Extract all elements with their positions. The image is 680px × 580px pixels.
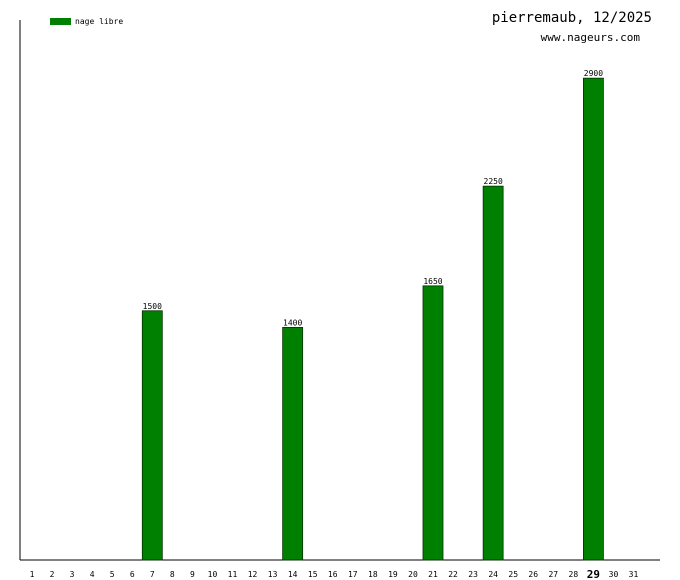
bar	[422, 285, 444, 561]
x-tick-label: 15	[308, 570, 318, 579]
x-tick-label: 30	[609, 570, 619, 579]
x-tick-label: 13	[268, 570, 278, 579]
bar	[583, 77, 604, 561]
x-tick-label: 28	[569, 570, 579, 579]
x-tick-label: 26	[528, 570, 538, 579]
bar-value-label: 1400	[283, 318, 302, 327]
bars-layer: 1500 1400 1650 2250 2900	[141, 69, 604, 561]
x-tick-label: 19	[388, 570, 398, 579]
x-tick-label: 4	[90, 570, 95, 579]
x-tick-label: 31	[629, 570, 639, 579]
x-tick-label: 9	[190, 570, 195, 579]
x-tick-label: 5	[110, 570, 115, 579]
x-tick-label: 29	[587, 568, 600, 580]
x-tick-label: 27	[548, 570, 558, 579]
x-tick-label: 21	[428, 570, 438, 579]
x-tick-label: 25	[508, 570, 518, 579]
x-tick-label: 8	[170, 570, 175, 579]
x-tick-label: 16	[328, 570, 338, 579]
x-tick-label: 18	[368, 570, 378, 579]
bar	[282, 326, 304, 561]
legend-label: nage libre	[75, 17, 124, 26]
x-tick-label: 2	[50, 570, 55, 579]
bar-value-label: 2250	[484, 177, 503, 186]
x-tick-label: 6	[130, 570, 135, 579]
bar	[482, 185, 504, 561]
x-tick-label: 22	[448, 570, 458, 579]
x-tick-label: 23	[468, 570, 478, 579]
x-tick-label: 20	[408, 570, 418, 579]
x-tick-label: 7	[150, 570, 155, 579]
bar-value-label: 1500	[143, 302, 162, 311]
x-tick-labels: 1 2 3 4 5 6 7 8 9 10 11 12 13 14 15 16 17 18 19 20 21 22 23 24 2…	[30, 568, 639, 580]
legend: nage libre	[50, 17, 123, 26]
x-tick-label: 3	[70, 570, 75, 579]
x-tick-label: 17	[348, 570, 358, 579]
bar-value-label: 2900	[584, 69, 603, 78]
x-tick-label: 24	[488, 570, 498, 579]
x-tick-label: 1	[30, 570, 35, 579]
site-url: www.nageurs.com	[540, 31, 640, 44]
x-tick-label: 14	[288, 570, 298, 579]
x-tick-label: 12	[248, 570, 258, 579]
bar-value-label: 1650	[423, 277, 442, 286]
legend-swatch	[50, 18, 71, 25]
x-tick-label: 11	[228, 570, 238, 579]
x-tick-label: 10	[208, 570, 218, 579]
bar	[141, 310, 163, 561]
chart-title: pierremaub, 12/2025	[491, 10, 652, 26]
